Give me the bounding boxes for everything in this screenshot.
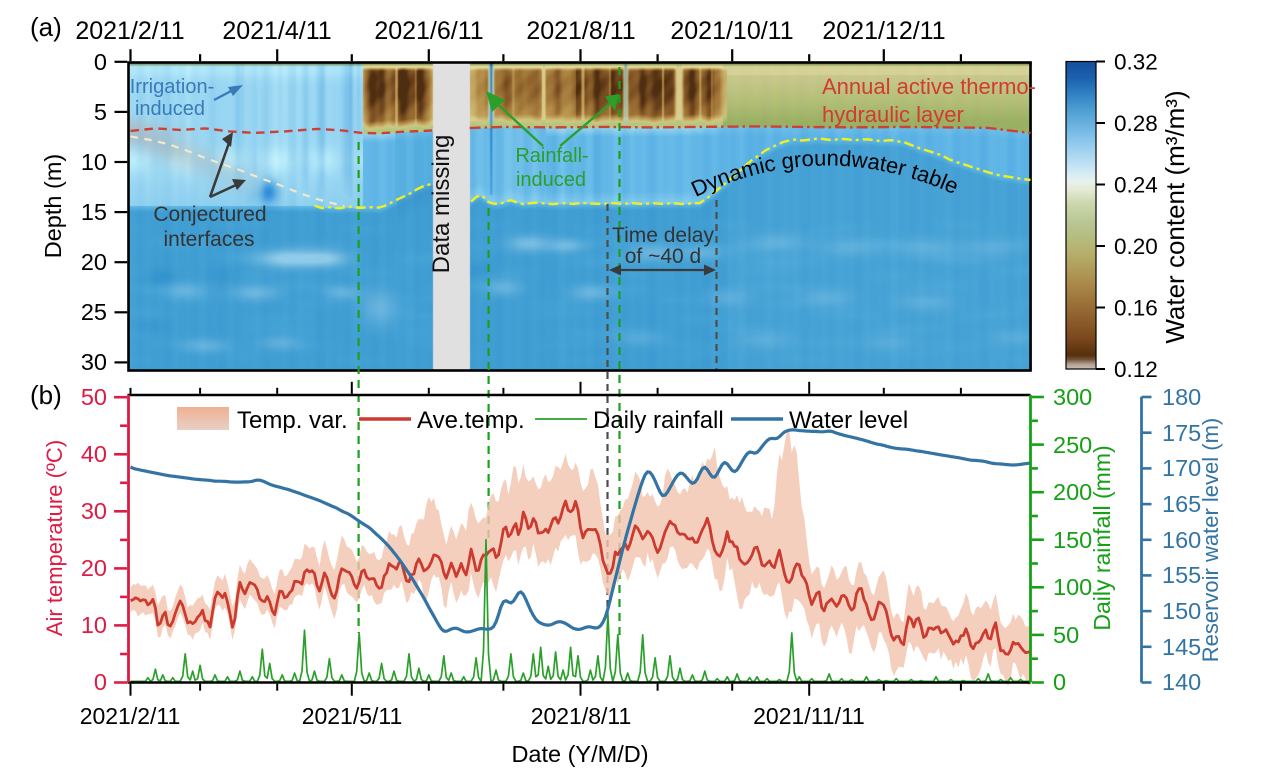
svg-text:15: 15 bbox=[81, 199, 107, 225]
svg-text:20: 20 bbox=[81, 249, 107, 275]
svg-text:Date (Y/M/D): Date (Y/M/D) bbox=[511, 741, 648, 767]
svg-text:Dynamic groundwater table: Dynamic groundwater table bbox=[687, 145, 962, 201]
svg-text:145: 145 bbox=[1162, 634, 1201, 660]
svg-text:2021/12/11: 2021/12/11 bbox=[822, 17, 945, 45]
svg-text:2021/6/11: 2021/6/11 bbox=[374, 17, 483, 45]
svg-text:200: 200 bbox=[1053, 479, 1092, 505]
svg-text:0.12: 0.12 bbox=[1114, 357, 1158, 382]
svg-text:induced: induced bbox=[135, 98, 205, 120]
svg-text:interfaces: interfaces bbox=[163, 228, 254, 251]
svg-text:Conjectured: Conjectured bbox=[153, 203, 266, 226]
svg-text:2021/2/11: 2021/2/11 bbox=[80, 703, 181, 729]
svg-text:0: 0 bbox=[94, 49, 107, 75]
svg-text:300: 300 bbox=[1053, 384, 1092, 410]
svg-text:250: 250 bbox=[1053, 432, 1092, 458]
svg-text:10: 10 bbox=[81, 149, 107, 175]
svg-text:Data missing: Data missing bbox=[428, 135, 455, 274]
svg-text:100: 100 bbox=[1053, 574, 1092, 600]
svg-text:155: 155 bbox=[1162, 562, 1201, 588]
svg-text:2021/8/11: 2021/8/11 bbox=[531, 703, 632, 729]
svg-text:(a): (a) bbox=[30, 12, 62, 42]
svg-text:2021/4/11: 2021/4/11 bbox=[222, 17, 331, 45]
svg-text:Temp. var.: Temp. var. bbox=[237, 407, 348, 434]
svg-text:Annual active thermo-: Annual active thermo- bbox=[822, 74, 1036, 99]
svg-text:140: 140 bbox=[1162, 669, 1201, 695]
svg-text:2021/10/11: 2021/10/11 bbox=[670, 17, 793, 45]
svg-text:2021/5/11: 2021/5/11 bbox=[302, 703, 403, 729]
svg-text:0: 0 bbox=[1053, 669, 1066, 695]
svg-text:50: 50 bbox=[81, 384, 107, 410]
svg-text:25: 25 bbox=[81, 299, 107, 325]
svg-text:Water level: Water level bbox=[789, 407, 908, 434]
svg-text:180: 180 bbox=[1162, 384, 1201, 410]
svg-text:20: 20 bbox=[81, 555, 107, 581]
svg-text:165: 165 bbox=[1162, 491, 1201, 517]
svg-text:170: 170 bbox=[1162, 455, 1201, 481]
svg-text:0.24: 0.24 bbox=[1114, 173, 1158, 198]
svg-text:Rainfall-: Rainfall- bbox=[515, 145, 588, 167]
svg-text:10: 10 bbox=[81, 612, 107, 638]
svg-text:150: 150 bbox=[1162, 598, 1201, 624]
svg-text:Daily rainfall: Daily rainfall bbox=[593, 407, 724, 434]
svg-text:Daily rainfall (mm): Daily rainfall (mm) bbox=[1089, 445, 1115, 630]
svg-text:0.28: 0.28 bbox=[1114, 111, 1158, 136]
svg-text:0.20: 0.20 bbox=[1114, 234, 1158, 259]
svg-text:0.16: 0.16 bbox=[1114, 296, 1158, 321]
svg-text:50: 50 bbox=[1053, 622, 1079, 648]
svg-text:150: 150 bbox=[1053, 527, 1092, 553]
svg-text:Time delay: Time delay bbox=[612, 224, 714, 247]
svg-text:of ~40 d: of ~40 d bbox=[625, 245, 701, 268]
svg-text:40: 40 bbox=[81, 441, 107, 467]
svg-text:Irrigation-: Irrigation- bbox=[130, 76, 214, 98]
svg-text:175: 175 bbox=[1162, 420, 1201, 446]
svg-text:induced: induced bbox=[516, 169, 586, 191]
svg-text:0.32: 0.32 bbox=[1114, 50, 1158, 75]
svg-text:5: 5 bbox=[94, 99, 107, 125]
svg-text:Reservoir water level (m): Reservoir water level (m) bbox=[1198, 418, 1223, 663]
svg-text:2021/2/11: 2021/2/11 bbox=[75, 17, 184, 45]
svg-text:30: 30 bbox=[81, 349, 107, 375]
svg-text:0: 0 bbox=[94, 669, 107, 695]
svg-text:160: 160 bbox=[1162, 527, 1201, 553]
svg-text:2021/11/11: 2021/11/11 bbox=[753, 703, 865, 729]
svg-text:Ave.temp.: Ave.temp. bbox=[417, 407, 525, 434]
svg-text:Air temperature (ºC): Air temperature (ºC) bbox=[42, 440, 67, 636]
svg-text:Water content (m³/m³): Water content (m³/m³) bbox=[1160, 90, 1190, 343]
svg-text:hydraulic layer: hydraulic layer bbox=[822, 102, 964, 127]
svg-text:30: 30 bbox=[81, 498, 107, 524]
svg-text:(b): (b) bbox=[30, 380, 62, 410]
svg-text:2021/8/11: 2021/8/11 bbox=[526, 17, 635, 45]
svg-text:Depth (m): Depth (m) bbox=[40, 154, 66, 258]
